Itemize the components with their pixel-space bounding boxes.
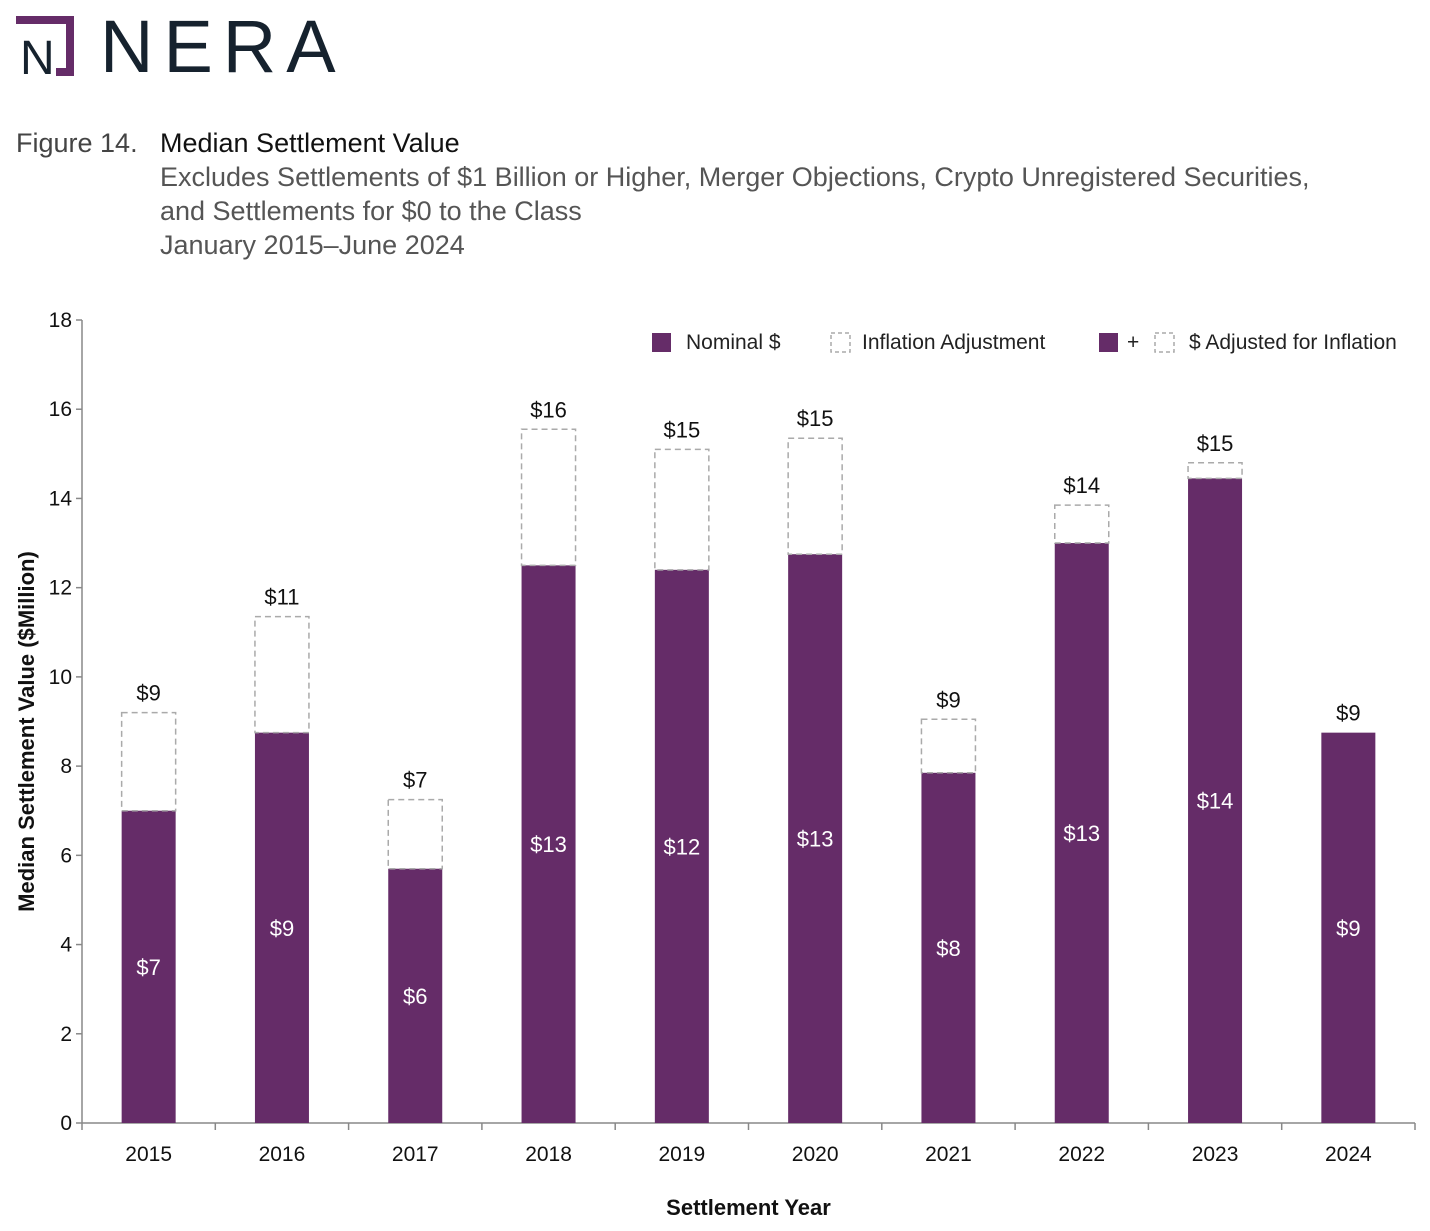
y-axis-title: Median Settlement Value ($Million) [14, 551, 39, 912]
figure-title: Median Settlement Value [160, 128, 460, 158]
x-tick-label-2019: 2019 [658, 1143, 705, 1166]
nominal-value-label-2015: $7 [136, 955, 160, 980]
nera-logo: N NERA [16, 5, 346, 88]
nominal-value-label-2022: $13 [1063, 821, 1100, 846]
y-tick-label: 4 [60, 934, 72, 957]
x-tick-label-2021: 2021 [925, 1143, 972, 1166]
adjusted-value-label-2022: $14 [1063, 473, 1100, 498]
y-tick-label: 6 [60, 844, 72, 867]
figure-subtitle-line-1: Excludes Settlements of $1 Billion or Hi… [160, 162, 1310, 192]
legend-label-nominal: Nominal $ [686, 331, 781, 354]
legend-plus-sign: + [1127, 331, 1139, 354]
adjusted-value-label-2017: $7 [403, 768, 427, 793]
bar-nominal-2020 [788, 554, 843, 1123]
adjusted-value-label-2024: $9 [1336, 701, 1360, 726]
bar-inflation-adjustment-2022 [1054, 504, 1110, 544]
nominal-value-label-2021: $8 [936, 936, 960, 961]
nominal-value-label-2016: $9 [270, 916, 294, 941]
y-tick-label: 8 [60, 755, 72, 778]
x-axis-title: Settlement Year [666, 1195, 831, 1220]
adjusted-value-label-2015: $9 [136, 681, 160, 706]
plot-area: 0 2 4 6 8 10 12 14 16 18 $9 $7 2015 $11 $9 2016 $7 $6 2017… [14, 309, 1416, 1220]
adjusted-value-label-2023: $15 [1197, 431, 1234, 456]
y-tick-label: 16 [49, 398, 72, 421]
nominal-value-label-2023: $14 [1197, 789, 1234, 814]
y-tick-label: 14 [49, 487, 73, 510]
figure-label: Figure 14. [16, 128, 138, 158]
figure-subtitle-line-2: and Settlements for $0 to the Class [160, 196, 582, 226]
logo-mark-letter: N [20, 32, 55, 78]
legend-label-adjusted: $ Adjusted for Inflation [1189, 331, 1397, 354]
bar-inflation-adjustment-2015 [120, 711, 177, 812]
x-tick-label-2020: 2020 [792, 1143, 839, 1166]
nominal-value-label-2018: $13 [530, 832, 567, 857]
bar-inflation-adjustment-2018 [520, 428, 577, 567]
nominal-value-label-2019: $12 [663, 834, 700, 859]
nera-logo-mark: N [16, 16, 74, 78]
y-tick-label: 2 [60, 1023, 72, 1046]
bar-nominal-2021 [921, 772, 976, 1123]
nominal-value-label-2020: $13 [797, 827, 834, 852]
bar-nominal-2019 [654, 569, 709, 1123]
x-tick-label-2015: 2015 [125, 1143, 172, 1166]
nominal-value-label-2024: $9 [1336, 916, 1360, 941]
x-tick-label-2023: 2023 [1192, 1143, 1239, 1166]
x-tick-label-2018: 2018 [525, 1143, 572, 1166]
legend-label-adjustment: Inflation Adjustment [862, 331, 1045, 354]
legend-swatch-combined-nominal [1099, 333, 1118, 352]
adjusted-value-label-2016: $11 [264, 585, 299, 610]
x-tick-label-2016: 2016 [259, 1143, 306, 1166]
y-tick-label: 10 [49, 666, 72, 689]
bar-nominal-2015 [121, 810, 176, 1123]
x-tick-label-2017: 2017 [392, 1143, 439, 1166]
bar-nominal-2023 [1188, 478, 1243, 1123]
adjusted-value-label-2020: $15 [797, 406, 834, 431]
adjusted-value-label-2018: $16 [530, 397, 567, 422]
y-tick-label: 0 [60, 1112, 72, 1135]
y-tick-label: 12 [49, 577, 72, 600]
bar-nominal-2016 [254, 732, 309, 1123]
bar-nominal-2024 [1321, 732, 1376, 1123]
bar-inflation-adjustment-2023 [1187, 462, 1243, 480]
chart-legend: Nominal $ Inflation Adjustment + $ Adjus… [652, 331, 1397, 354]
logo-text: NERA [100, 5, 346, 88]
bar-inflation-adjustment-2017 [387, 798, 443, 870]
median-settlement-chart: Nominal $ Inflation Adjustment + $ Adjus… [14, 309, 1416, 1220]
bar-inflation-adjustment-2019 [654, 448, 710, 571]
x-tick-label-2024: 2024 [1325, 1143, 1372, 1166]
legend-swatch-combined-adjustment [1154, 332, 1175, 353]
adjusted-value-label-2019: $15 [663, 417, 700, 442]
bar-inflation-adjustment-2020 [787, 437, 843, 555]
bar-nominal-2018 [521, 565, 576, 1123]
nominal-value-label-2017: $6 [403, 984, 427, 1009]
bar-nominal-2017 [388, 868, 443, 1123]
legend-swatch-nominal [652, 333, 671, 352]
adjusted-value-label-2021: $9 [936, 687, 960, 712]
bar-nominal-2022 [1054, 543, 1109, 1123]
bar-inflation-adjustment-2016 [254, 615, 310, 734]
y-tick-label: 18 [49, 309, 72, 332]
x-tick-label-2022: 2022 [1058, 1143, 1105, 1166]
figure-subtitle-line-3: January 2015–June 2024 [160, 230, 465, 260]
bar-inflation-adjustment-2021 [920, 718, 977, 774]
legend-swatch-adjustment [830, 332, 851, 353]
